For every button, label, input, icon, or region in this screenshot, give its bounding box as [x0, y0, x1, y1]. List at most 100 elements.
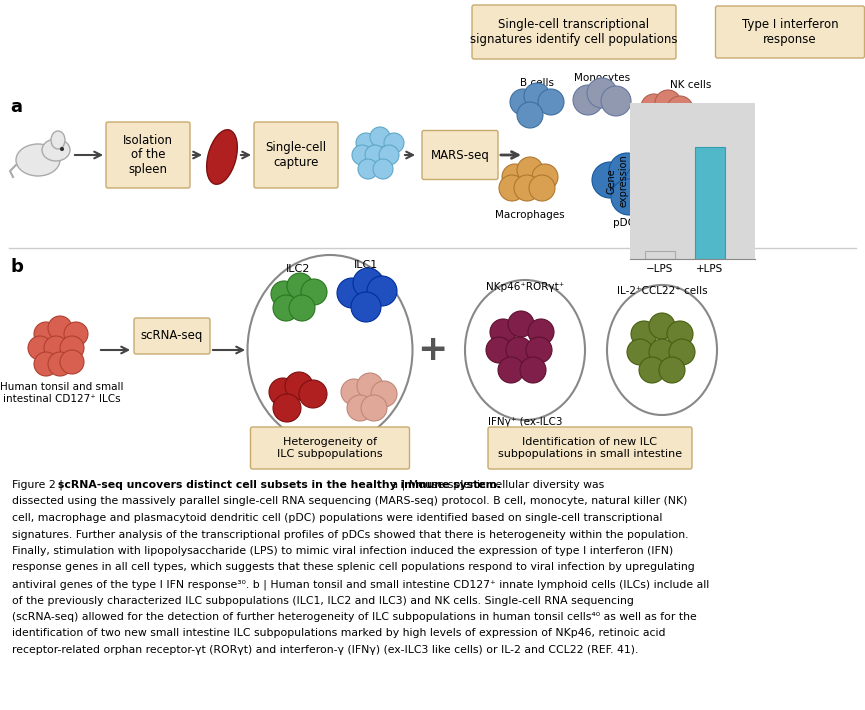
Circle shape: [44, 336, 68, 360]
Circle shape: [34, 322, 58, 346]
Circle shape: [524, 83, 550, 109]
Ellipse shape: [247, 255, 413, 445]
Ellipse shape: [607, 285, 717, 415]
Text: ILC1: ILC1: [354, 260, 378, 270]
Circle shape: [358, 159, 378, 179]
Text: pDCs: pDCs: [613, 218, 641, 228]
Circle shape: [269, 378, 297, 406]
FancyBboxPatch shape: [715, 6, 864, 58]
Circle shape: [371, 381, 397, 407]
Circle shape: [341, 379, 367, 405]
Circle shape: [301, 279, 327, 305]
Text: MARS-seq: MARS-seq: [431, 148, 490, 161]
Circle shape: [498, 357, 524, 383]
Text: response genes in all cell types, which suggests that these splenic cell populat: response genes in all cell types, which …: [12, 562, 695, 572]
Circle shape: [271, 281, 297, 307]
FancyBboxPatch shape: [472, 5, 676, 59]
FancyBboxPatch shape: [251, 427, 409, 469]
Text: receptor-related orphan receptor-γt (RORγt) and interferon-γ (IFNγ) (ex-ILC3 lik: receptor-related orphan receptor-γt (ROR…: [12, 645, 638, 655]
Circle shape: [631, 321, 657, 347]
Text: of the previously characterized ILC subpopulations (ILC1, ILC2 and ILC3) and NK : of the previously characterized ILC subp…: [12, 596, 634, 606]
Bar: [695, 147, 725, 259]
Text: scRNA-seq uncovers distinct cell subsets in the healthy immune system.: scRNA-seq uncovers distinct cell subsets…: [58, 480, 501, 490]
Text: antiviral genes of the type I IFN response³⁰. b | Human tonsil and small intesti: antiviral genes of the type I IFN respon…: [12, 579, 709, 589]
Text: NKp46⁺RORγt⁺: NKp46⁺RORγt⁺: [486, 282, 564, 292]
Text: +: +: [417, 333, 447, 367]
Text: b: b: [10, 258, 22, 276]
FancyBboxPatch shape: [488, 427, 692, 469]
Text: Single-cell
capture: Single-cell capture: [266, 141, 327, 169]
Text: a: a: [10, 98, 22, 116]
FancyBboxPatch shape: [422, 131, 498, 180]
Circle shape: [655, 90, 681, 116]
Circle shape: [352, 145, 372, 165]
Circle shape: [499, 175, 525, 201]
Text: Heterogeneity of
ILC subpopulations: Heterogeneity of ILC subpopulations: [277, 437, 383, 459]
Text: signatures. Further analysis of the transcriptional profiles of pDCs showed that: signatures. Further analysis of the tran…: [12, 530, 689, 540]
Circle shape: [351, 292, 381, 322]
Circle shape: [273, 394, 301, 422]
Circle shape: [490, 319, 516, 345]
Circle shape: [28, 336, 52, 360]
Circle shape: [353, 268, 383, 298]
Circle shape: [639, 357, 665, 383]
Circle shape: [659, 357, 685, 383]
Circle shape: [528, 319, 554, 345]
Circle shape: [669, 339, 695, 365]
Circle shape: [573, 85, 603, 115]
Circle shape: [367, 276, 397, 306]
Bar: [644, 251, 675, 259]
Circle shape: [520, 357, 546, 383]
Circle shape: [592, 162, 628, 198]
Text: ILC3: ILC3: [287, 427, 311, 437]
Text: a | Mouse splenic cellular diversity was: a | Mouse splenic cellular diversity was: [388, 480, 605, 491]
Circle shape: [34, 352, 58, 376]
Circle shape: [538, 89, 564, 115]
Ellipse shape: [465, 280, 585, 420]
Circle shape: [61, 148, 63, 151]
Circle shape: [373, 159, 393, 179]
Circle shape: [60, 350, 84, 374]
Text: Finally, stimulation with lipopolysaccharide (LPS) to mimic viral infection indu: Finally, stimulation with lipopolysaccha…: [12, 546, 673, 556]
Circle shape: [627, 339, 653, 365]
Circle shape: [517, 157, 543, 183]
Ellipse shape: [207, 130, 237, 185]
Ellipse shape: [42, 139, 70, 161]
Circle shape: [667, 321, 693, 347]
Text: Human tonsil and small
intestinal CD127⁺ ILCs: Human tonsil and small intestinal CD127⁺…: [0, 382, 124, 403]
Text: ILC2: ILC2: [285, 264, 311, 274]
Text: dissected using the massively parallel single-cell RNA sequencing (MARS-seq) pro: dissected using the massively parallel s…: [12, 496, 688, 506]
Circle shape: [625, 164, 661, 200]
Circle shape: [365, 145, 385, 165]
Text: scRNA-seq: scRNA-seq: [141, 329, 203, 342]
Text: NK cells: NK cells: [670, 80, 711, 90]
Circle shape: [337, 278, 367, 308]
Circle shape: [529, 175, 555, 201]
Circle shape: [502, 164, 528, 190]
Circle shape: [601, 86, 631, 116]
Text: Monocytes: Monocytes: [574, 73, 630, 83]
Circle shape: [609, 153, 645, 189]
Circle shape: [347, 395, 373, 421]
Circle shape: [356, 133, 376, 153]
FancyBboxPatch shape: [106, 122, 190, 188]
Circle shape: [361, 395, 387, 421]
Circle shape: [510, 89, 536, 115]
Circle shape: [667, 96, 693, 122]
Circle shape: [641, 94, 667, 120]
Circle shape: [508, 311, 534, 337]
FancyBboxPatch shape: [254, 122, 338, 188]
Circle shape: [64, 322, 88, 346]
Text: Figure 2 |: Figure 2 |: [12, 480, 67, 491]
Y-axis label: Gene
expression: Gene expression: [606, 155, 628, 207]
Text: identification of two new small intestine ILC subpopulations marked by high leve: identification of two new small intestin…: [12, 628, 665, 638]
Text: Identification of new ILC
subpopulations in small intestine: Identification of new ILC subpopulations…: [498, 437, 682, 459]
Circle shape: [60, 336, 84, 360]
Text: Macrophages: Macrophages: [495, 210, 565, 220]
Text: (scRNA-seq) allowed for the detection of further heterogeneity of ILC subpopulat: (scRNA-seq) allowed for the detection of…: [12, 612, 696, 622]
Text: Isolation
of the
spleen: Isolation of the spleen: [123, 133, 173, 177]
Text: IL-2⁺CCL22⁺ cells: IL-2⁺CCL22⁺ cells: [617, 286, 708, 296]
Circle shape: [289, 295, 315, 321]
Text: Type I interferon
response: Type I interferon response: [741, 18, 838, 46]
Circle shape: [285, 372, 313, 400]
